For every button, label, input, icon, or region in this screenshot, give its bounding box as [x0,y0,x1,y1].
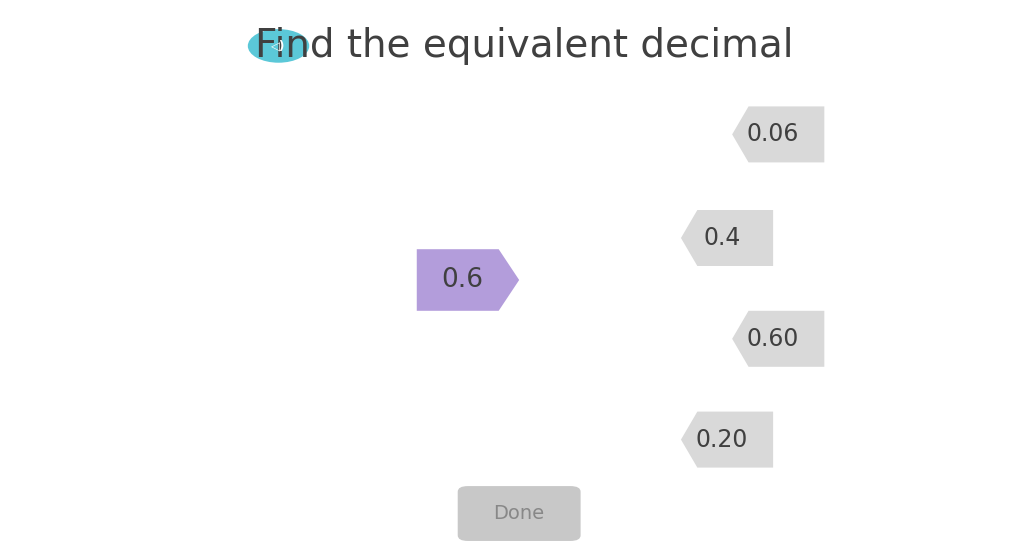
Polygon shape [681,412,773,468]
Polygon shape [732,311,824,367]
Text: ◁): ◁) [271,39,286,53]
Text: 0.60: 0.60 [746,327,800,351]
Text: 0.6: 0.6 [440,267,483,293]
Circle shape [248,29,309,63]
Polygon shape [732,106,824,162]
Text: Find the equivalent decimal: Find the equivalent decimal [255,27,794,65]
FancyBboxPatch shape [458,486,581,541]
Polygon shape [417,249,519,311]
Text: 0.4: 0.4 [703,226,740,250]
Text: 0.20: 0.20 [695,428,749,451]
Polygon shape [681,210,773,266]
Text: 0.06: 0.06 [746,123,800,146]
Text: Done: Done [494,504,545,523]
